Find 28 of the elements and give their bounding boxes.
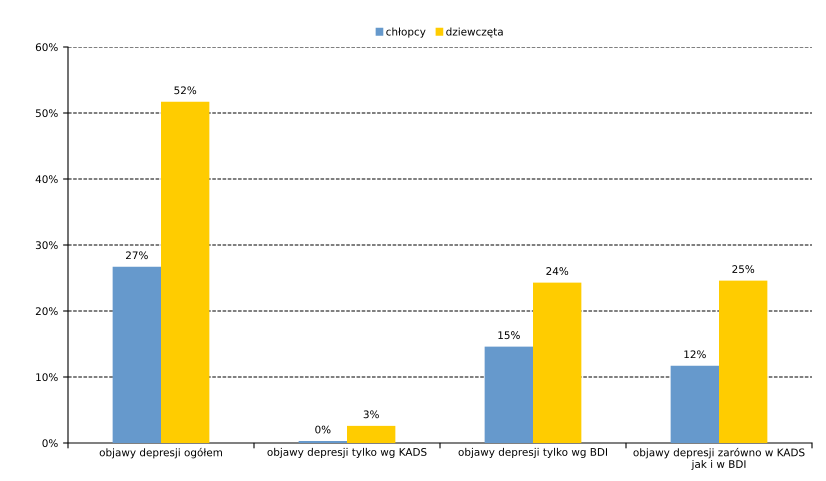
bar (670, 366, 719, 443)
bar (112, 266, 161, 443)
x-tick-label: objawy depresji tylko wg BDI (458, 448, 607, 458)
y-tick-label: 50% (36, 109, 58, 118)
y-tick-label: 0% (42, 439, 58, 448)
y-tick-label: 20% (36, 307, 58, 316)
data-label: 27% (126, 251, 148, 260)
y-tick-label: 40% (36, 175, 58, 184)
legend-label: dziewczęta (446, 28, 503, 38)
bar (161, 102, 210, 443)
y-tick-label: 60% (36, 43, 58, 52)
y-tick-label: 30% (36, 241, 58, 250)
data-label: 0% (315, 426, 331, 434)
legend-label: chłopcy (386, 28, 426, 38)
data-label: 12% (684, 350, 706, 358)
y-tick-label: 10% (36, 373, 58, 382)
x-tick-label: objawy depresji zarówno w KADS jak i w BDI (633, 448, 805, 470)
bar (719, 280, 768, 443)
data-label: 15% (498, 331, 520, 340)
data-label: 52% (174, 86, 196, 94)
data-label: 3% (364, 410, 379, 418)
x-tick-label: objawy depresji tylko wg KADS (267, 448, 427, 458)
data-label: 24% (546, 267, 568, 276)
bar (347, 426, 396, 443)
data-label: 25% (732, 265, 754, 274)
x-tick-label: objawy depresji ogółem (100, 448, 222, 458)
bar (484, 346, 533, 443)
bar (533, 282, 582, 443)
